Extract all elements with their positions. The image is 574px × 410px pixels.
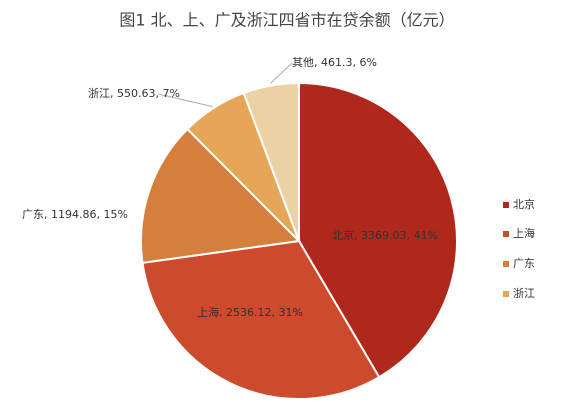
legend-label: 广东 (513, 257, 535, 270)
legend-marker (503, 261, 509, 267)
data-label: 浙江, 550.63, 7% (88, 87, 180, 100)
legend-label: 北京 (513, 197, 535, 211)
pie-slice (141, 239, 381, 400)
pie-slice (140, 127, 302, 264)
pie-slice (242, 81, 300, 242)
pie-slice (298, 81, 458, 379)
data-label: 北京, 3369.03, 41% (332, 228, 438, 242)
data-label: 广东, 1194.86, 15% (22, 208, 128, 221)
leader-line (157, 93, 213, 107)
legend-label: 上海 (513, 226, 535, 240)
data-label: 上海, 2536.12, 31% (197, 305, 303, 319)
data-label: 其他, 461.3, 6% (292, 56, 377, 69)
legend-marker (503, 231, 509, 237)
leader-line (270, 62, 293, 84)
legend-marker (503, 202, 509, 208)
legend-label: 浙江 (513, 287, 535, 300)
chart-title: 图1 北、上、广及浙江四省市在贷余额（亿元） (119, 11, 454, 30)
legend-marker (503, 291, 509, 297)
